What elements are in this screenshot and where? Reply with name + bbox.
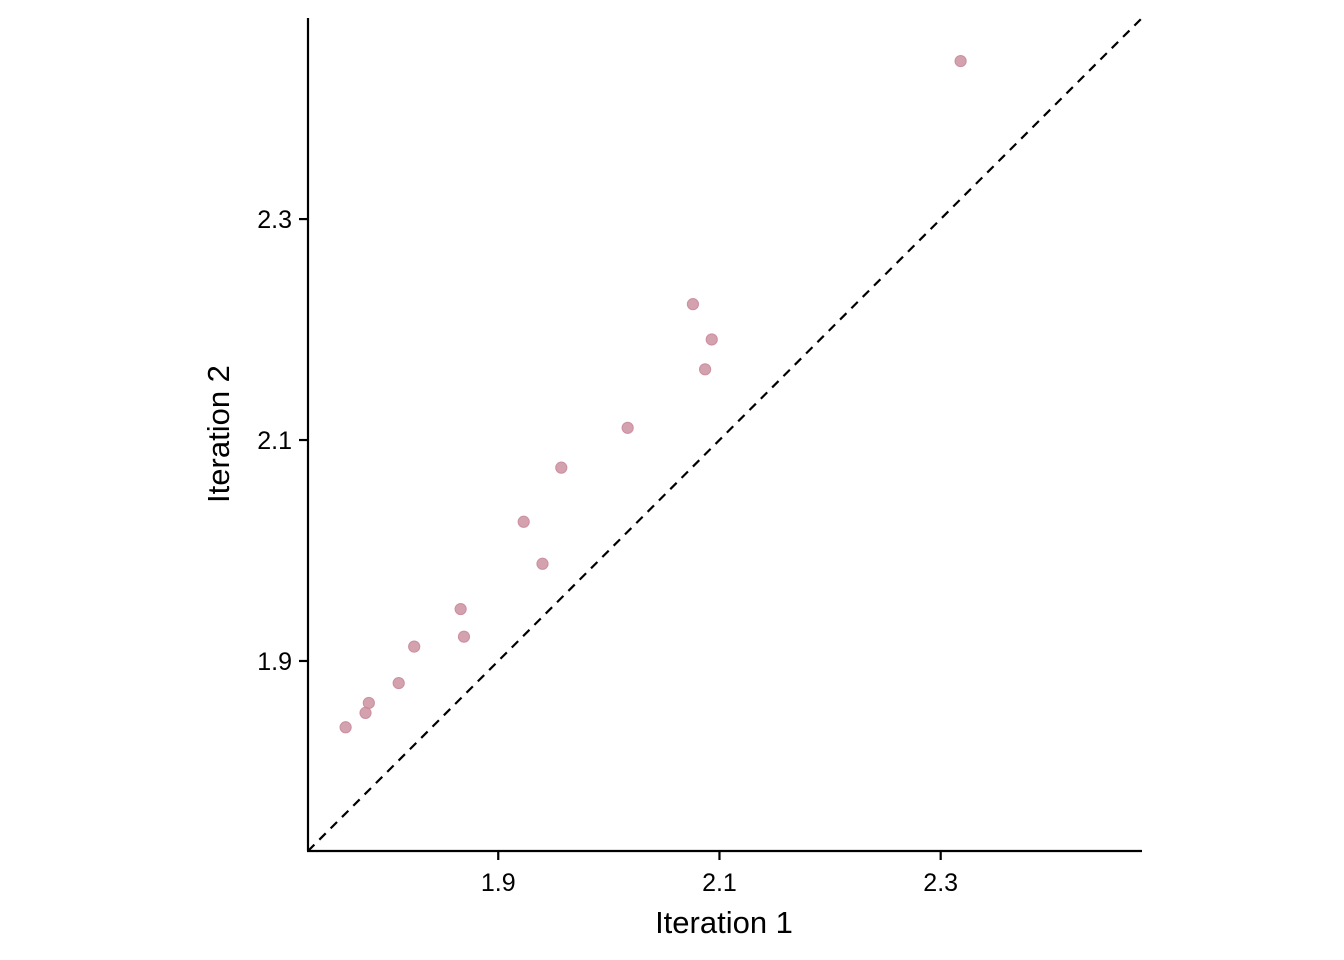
points-layer (339, 54, 967, 734)
data-point (408, 640, 421, 653)
y-tick-label: 2.3 (257, 206, 292, 234)
data-point (621, 421, 634, 434)
x-tick-label: 1.9 (481, 869, 516, 897)
data-point (705, 333, 718, 346)
y-tick-label: 2.1 (257, 427, 292, 455)
data-point (954, 54, 967, 68)
data-point (362, 696, 375, 710)
data-point (392, 676, 405, 690)
data-point (454, 602, 467, 616)
x-axis-title: Iteration 1 (655, 905, 793, 940)
y-ticks-layer: 1.9 2.1 2.3 (257, 206, 308, 676)
y-axis-title: Iteration 2 (201, 365, 236, 503)
data-point (686, 298, 700, 311)
x-tick-label: 2.3 (923, 869, 958, 897)
data-point (339, 721, 352, 734)
x-ticks-layer: 1.9 2.1 2.3 (481, 851, 958, 897)
x-tick-label: 2.1 (702, 869, 737, 897)
y-tick-label: 1.9 (257, 648, 292, 676)
data-point (698, 363, 712, 376)
identity-reference-line (307, 17, 1143, 852)
data-point (555, 461, 568, 474)
data-point (536, 557, 549, 570)
data-point (457, 630, 471, 643)
data-point (517, 515, 530, 528)
reference-line-layer (307, 17, 1143, 852)
